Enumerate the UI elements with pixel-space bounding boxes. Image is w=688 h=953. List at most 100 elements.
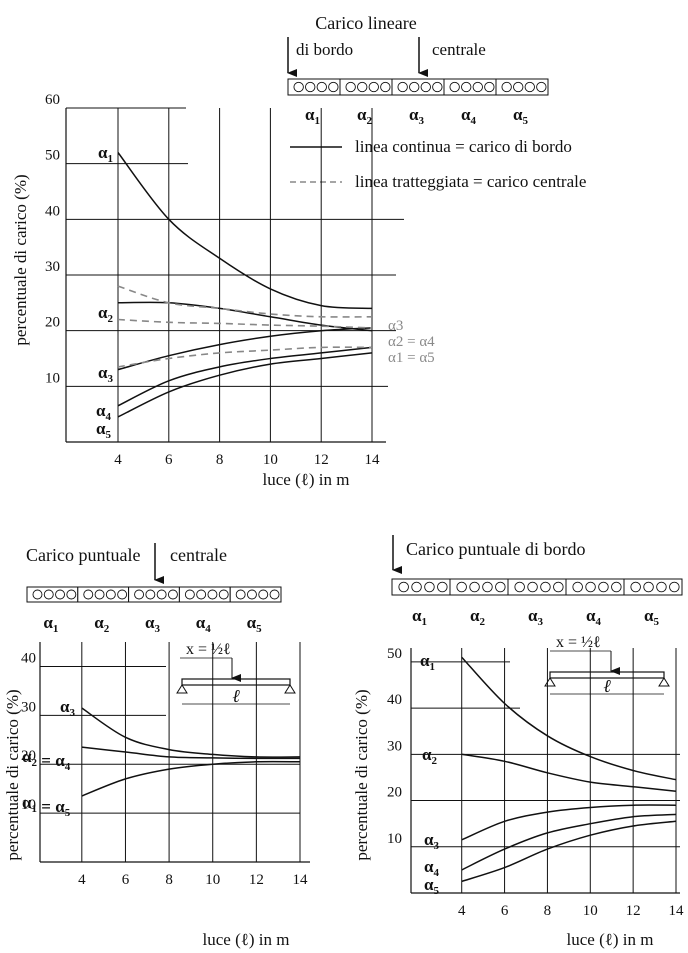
chart2-ytick-40: 40: [21, 650, 36, 666]
chart1-xtick-6: 6: [165, 452, 173, 468]
chart2-strip-label-1: α1: [43, 613, 58, 635]
chart3-girder-3-void-4: [553, 581, 564, 593]
chart1-strip-label-3: α3: [409, 105, 425, 127]
chart2-girder-4-void-1: [184, 589, 195, 600]
chart3-girder-3-void-1: [514, 581, 525, 593]
chart2-girder-5-void-2: [247, 589, 257, 600]
chart1-ytick-60: 60: [45, 92, 60, 108]
chart1-ytick-40: 40: [45, 203, 60, 219]
right-label-a3: α3: [388, 318, 403, 334]
chart2-ylabel: percentuale di carico (%): [3, 689, 22, 860]
chart2-xtick-4: 4: [78, 872, 86, 888]
beam3-support-right: [658, 677, 670, 687]
chart1-strip-label-5: α5: [513, 105, 529, 127]
chart1-girder-1-void-1: [293, 81, 304, 93]
beam2-position-label: x = ½ℓ: [186, 641, 231, 658]
chart3-xtick-14: 14: [669, 903, 685, 919]
chart1-ytick-50: 50: [45, 148, 60, 164]
chart2-girder-3-void-4: [167, 589, 178, 600]
chart1-girder-2-void-3: [368, 81, 379, 93]
chart2-girder-5-void-1: [235, 589, 246, 600]
beam3-support-left: [544, 677, 556, 687]
chart1-girder-4-void-1: [449, 81, 460, 93]
chart2-label-a1a5: α1 = α5: [22, 793, 71, 819]
chart2-girder-1-void-4: [66, 589, 77, 600]
chart1-girder-2-void-4: [380, 81, 391, 93]
chart1-girder-3-void-4: [432, 81, 443, 93]
chart1-ytick-30: 30: [45, 259, 60, 275]
beam2-span-label: ℓ: [232, 686, 240, 706]
chart2-label-a3: α3: [60, 697, 76, 719]
chart1-deck-strip: α1 α2 α3 α4 α5: [287, 78, 549, 127]
chart3-label-a4: α4: [424, 857, 440, 879]
chart2-strip-label-3: α3: [145, 613, 161, 635]
chart1-girder-5-void-1: [501, 81, 512, 93]
chart1-girder-2-void-2: [357, 81, 368, 93]
chart2-girder-4-void-2: [196, 589, 207, 600]
chart2-xtick-6: 6: [122, 872, 130, 888]
chart2-strip-label-4: α4: [196, 613, 212, 635]
chart2-girder-4: [178, 586, 231, 603]
chart3-xtick-10: 10: [583, 903, 598, 919]
chart1-girder-3-void-2: [409, 81, 420, 93]
chart3-girder-4-void-2: [585, 581, 596, 593]
chart1-girder-5: [495, 78, 549, 96]
chart1-label-a1: α1: [98, 143, 113, 165]
chart3-series-a4: [461, 813, 677, 871]
right-label-a1-a5: α1 = α5: [388, 350, 435, 366]
chart3-xtick-12: 12: [626, 903, 641, 919]
chart1-ytick-20: 20: [45, 315, 60, 331]
chart2-xlabel: luce (ℓ) in m: [203, 930, 290, 949]
chart1-girder-5-void-4: [536, 81, 547, 93]
beam3-beam: [549, 671, 665, 679]
chart3-girder-2-void-3: [482, 581, 493, 593]
chart1-girder-4-void-4: [484, 81, 495, 93]
chart2-series-a1a5: [81, 760, 301, 797]
chart1-label-a2: α2: [98, 303, 114, 325]
chart1-series-a5: [117, 352, 373, 418]
chart1-xtick-4: 4: [114, 452, 122, 468]
chart3-girder-1-void-4: [437, 581, 448, 593]
chart3-girder-3-void-2: [527, 581, 538, 593]
chart1-ytick-10: 10: [45, 370, 60, 386]
chart3-label-a5: α5: [424, 875, 440, 897]
chart2-xtick-12: 12: [249, 872, 264, 888]
chart3-girder-2-void-1: [456, 581, 467, 593]
chart3-girder-1-void-3: [424, 581, 435, 593]
beam2-support-right: [284, 684, 296, 694]
chart2-girder-2-void-4: [117, 589, 128, 600]
chart3-girder-5-void-4: [669, 581, 680, 593]
chart3-ytick-10: 10: [387, 831, 402, 847]
chart2-series-a3: [81, 707, 301, 758]
chart3-deck-strip: α1 α2 α3 α4 α5: [391, 578, 683, 628]
chart1-strip-label-4: α4: [461, 105, 477, 127]
chart2-xtick-14: 14: [293, 872, 309, 888]
chart2-beam-diagram: x = ½ℓ ℓ: [176, 641, 296, 706]
chart2-strip-label-2: α2: [94, 613, 110, 635]
chart3-girder-3-void-3: [540, 581, 551, 593]
chart1-girder-4: [443, 78, 497, 96]
chart1-xtick-10: 10: [263, 452, 278, 468]
chart3-strip-label-5: α5: [644, 606, 660, 628]
chart2-girder-2-void-2: [94, 589, 105, 600]
chart3-girder-1-void-2: [411, 581, 422, 593]
chart2-girder-2: [77, 586, 130, 603]
chart3-xtick-8: 8: [544, 903, 552, 919]
chart3-label-a2: α2: [422, 745, 438, 767]
chart2-girder-3-void-1: [134, 589, 145, 600]
legend-solid-label: linea continua = carico di bordo: [355, 137, 572, 156]
chart1-label-a4: α4: [96, 401, 112, 423]
chart1-girder-3: [391, 78, 445, 96]
chart2-girder-5-void-3: [258, 589, 269, 600]
chart2-girder-2-void-3: [105, 589, 116, 600]
chart1-girder-2-void-1: [345, 81, 356, 93]
chart3-xlabel: luce (ℓ) in m: [567, 930, 654, 949]
chart3-xtick-4: 4: [458, 903, 466, 919]
chart3-ytick-30: 30: [387, 738, 402, 754]
chart1-title: Carico lineare: [315, 13, 416, 33]
chart2-girder-3-void-2: [145, 589, 156, 600]
chart1-xtick-14: 14: [365, 452, 381, 468]
chart1-xtick-8: 8: [216, 452, 224, 468]
beam2-support-left: [176, 684, 188, 694]
